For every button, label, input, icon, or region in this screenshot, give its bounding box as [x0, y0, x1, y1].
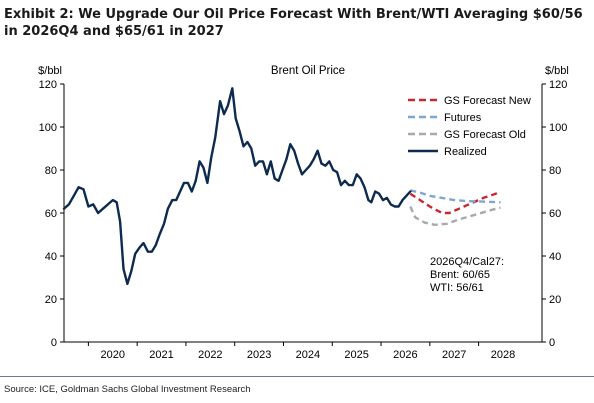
- x-tick-label: 2025: [344, 349, 368, 361]
- series-line-realized: [62, 87, 412, 286]
- y-tick-label-right: 120: [549, 79, 567, 91]
- y-tick-label-left: 120: [39, 79, 57, 91]
- legend: GS Forecast New Futures GS Forecast Old Rea…: [408, 95, 531, 158]
- y-tick-label-left: 60: [45, 208, 57, 220]
- source-note: Source: ICE, Goldman Sachs Global Invest…: [4, 384, 251, 395]
- x-tick-label: 2021: [149, 349, 173, 361]
- y-tick-label-right: 80: [549, 165, 561, 177]
- annotation-line: Brent: 60/65: [430, 269, 490, 281]
- y-tick-label-right: 20: [549, 294, 561, 306]
- footer-divider: [0, 376, 594, 377]
- y-tick-label-right: 40: [549, 251, 561, 263]
- y-tick-label-left: 80: [45, 165, 57, 177]
- y-tick-label-right: 60: [549, 208, 561, 220]
- legend-label: Realized: [444, 146, 487, 158]
- y-tick-label-left: 0: [51, 337, 57, 349]
- y-tick-label-left: 100: [39, 122, 57, 134]
- y-tick-label-right: 0: [549, 337, 555, 349]
- series-line-futures: [410, 189, 501, 204]
- series-layer: [62, 87, 501, 286]
- x-tick-label: 2020: [101, 349, 125, 361]
- legend-label: GS Forecast Old: [444, 129, 526, 141]
- legend-label: GS Forecast New: [444, 95, 531, 107]
- y-axis-left-unit: $/bbl: [38, 65, 62, 77]
- x-tick-label: 2022: [198, 349, 222, 361]
- x-tick-label: 2023: [247, 349, 271, 361]
- series-line-gs-forecast-old: [409, 206, 501, 226]
- y-tick-label-right: 100: [549, 122, 567, 134]
- chart-title: Brent Oil Price: [271, 65, 345, 77]
- x-tick-label: 2028: [491, 349, 515, 361]
- y-tick-label-left: 20: [45, 294, 57, 306]
- x-tick-label: 2026: [393, 349, 417, 361]
- legend-label: Futures: [444, 112, 482, 124]
- x-tick-label: 2024: [296, 349, 320, 361]
- y-tick-label-left: 40: [45, 251, 57, 263]
- y-axis-right-unit: $/bbl: [545, 65, 569, 77]
- annotation-line: 2026Q4/Cal27:: [430, 256, 504, 268]
- exhibit-title: Exhibit 2: We Upgrade Our Oil Price Fore…: [4, 7, 583, 39]
- annotation-line: WTI: 56/61: [430, 282, 484, 294]
- x-tick-label: 2027: [442, 349, 466, 361]
